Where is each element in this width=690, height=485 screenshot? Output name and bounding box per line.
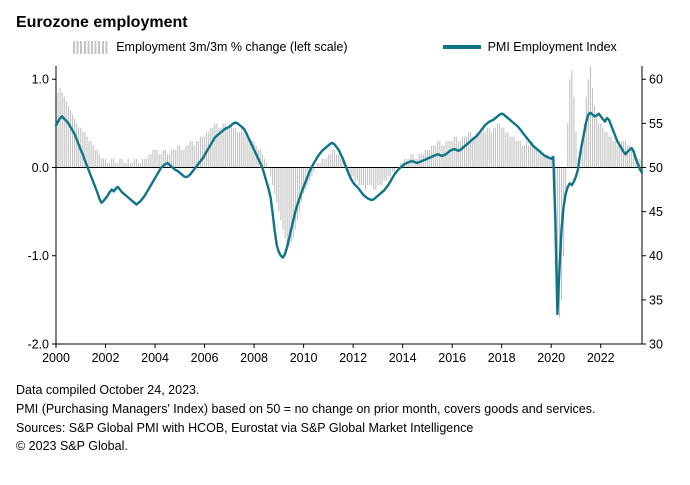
svg-text:2006: 2006	[191, 351, 219, 365]
footnote-sources: Sources: S&P Global PMI with HCOB, Euros…	[16, 420, 474, 435]
footnote-compiled: Data compiled October 24, 2023.	[16, 383, 200, 397]
footnote-copyright: © 2023 S&P Global.	[16, 439, 128, 454]
svg-text:2012: 2012	[339, 351, 367, 365]
svg-text:2022: 2022	[587, 351, 615, 365]
svg-text:55: 55	[649, 117, 663, 131]
svg-text:1.0: 1.0	[32, 73, 49, 87]
chart-footnotes: Data compiled October 24, 2023. PMI (Pur…	[16, 381, 676, 456]
svg-text:0.0: 0.0	[32, 161, 49, 175]
svg-text:50: 50	[649, 161, 663, 175]
legend-line-label: PMI Employment Index	[487, 40, 617, 54]
svg-text:35: 35	[649, 293, 663, 307]
chart-legend: Employment 3m/3m % change (left scale) P…	[14, 40, 676, 54]
svg-text:60: 60	[649, 73, 663, 87]
svg-text:2002: 2002	[92, 351, 120, 365]
svg-text:2000: 2000	[42, 351, 70, 365]
chart-svg: 1.0 0.0 -1.0 -2.0 60 55 50 45 40 35 30 2000 2002 2004…	[27, 66, 663, 365]
svg-text:2018: 2018	[488, 351, 516, 365]
svg-text:40: 40	[649, 249, 663, 263]
svg-text:30: 30	[649, 338, 663, 352]
line-series-swatch-icon	[442, 45, 481, 49]
bar-series-swatch-icon	[73, 40, 110, 54]
svg-text:2014: 2014	[389, 351, 417, 365]
svg-text:-2.0: -2.0	[27, 338, 49, 352]
footnote-pmi-definition: PMI (Purchasing Managers' Index) based o…	[16, 401, 596, 416]
legend-item-bars: Employment 3m/3m % change (left scale)	[73, 40, 348, 54]
chart-title: Eurozone employment	[16, 14, 188, 31]
svg-text:2020: 2020	[537, 351, 565, 365]
legend-item-line: PMI Employment Index	[442, 40, 617, 54]
svg-text:45: 45	[649, 205, 663, 219]
chart-area: 1.0 0.0 -1.0 -2.0 60 55 50 45 40 35 30 2000 2002 2004…	[16, 58, 676, 375]
legend-bars-label: Employment 3m/3m % change (left scale)	[116, 40, 348, 54]
svg-text:2004: 2004	[141, 351, 169, 365]
svg-text:2016: 2016	[438, 351, 466, 365]
svg-text:2008: 2008	[240, 351, 268, 365]
svg-text:2010: 2010	[290, 351, 318, 365]
svg-text:-1.0: -1.0	[27, 249, 49, 263]
